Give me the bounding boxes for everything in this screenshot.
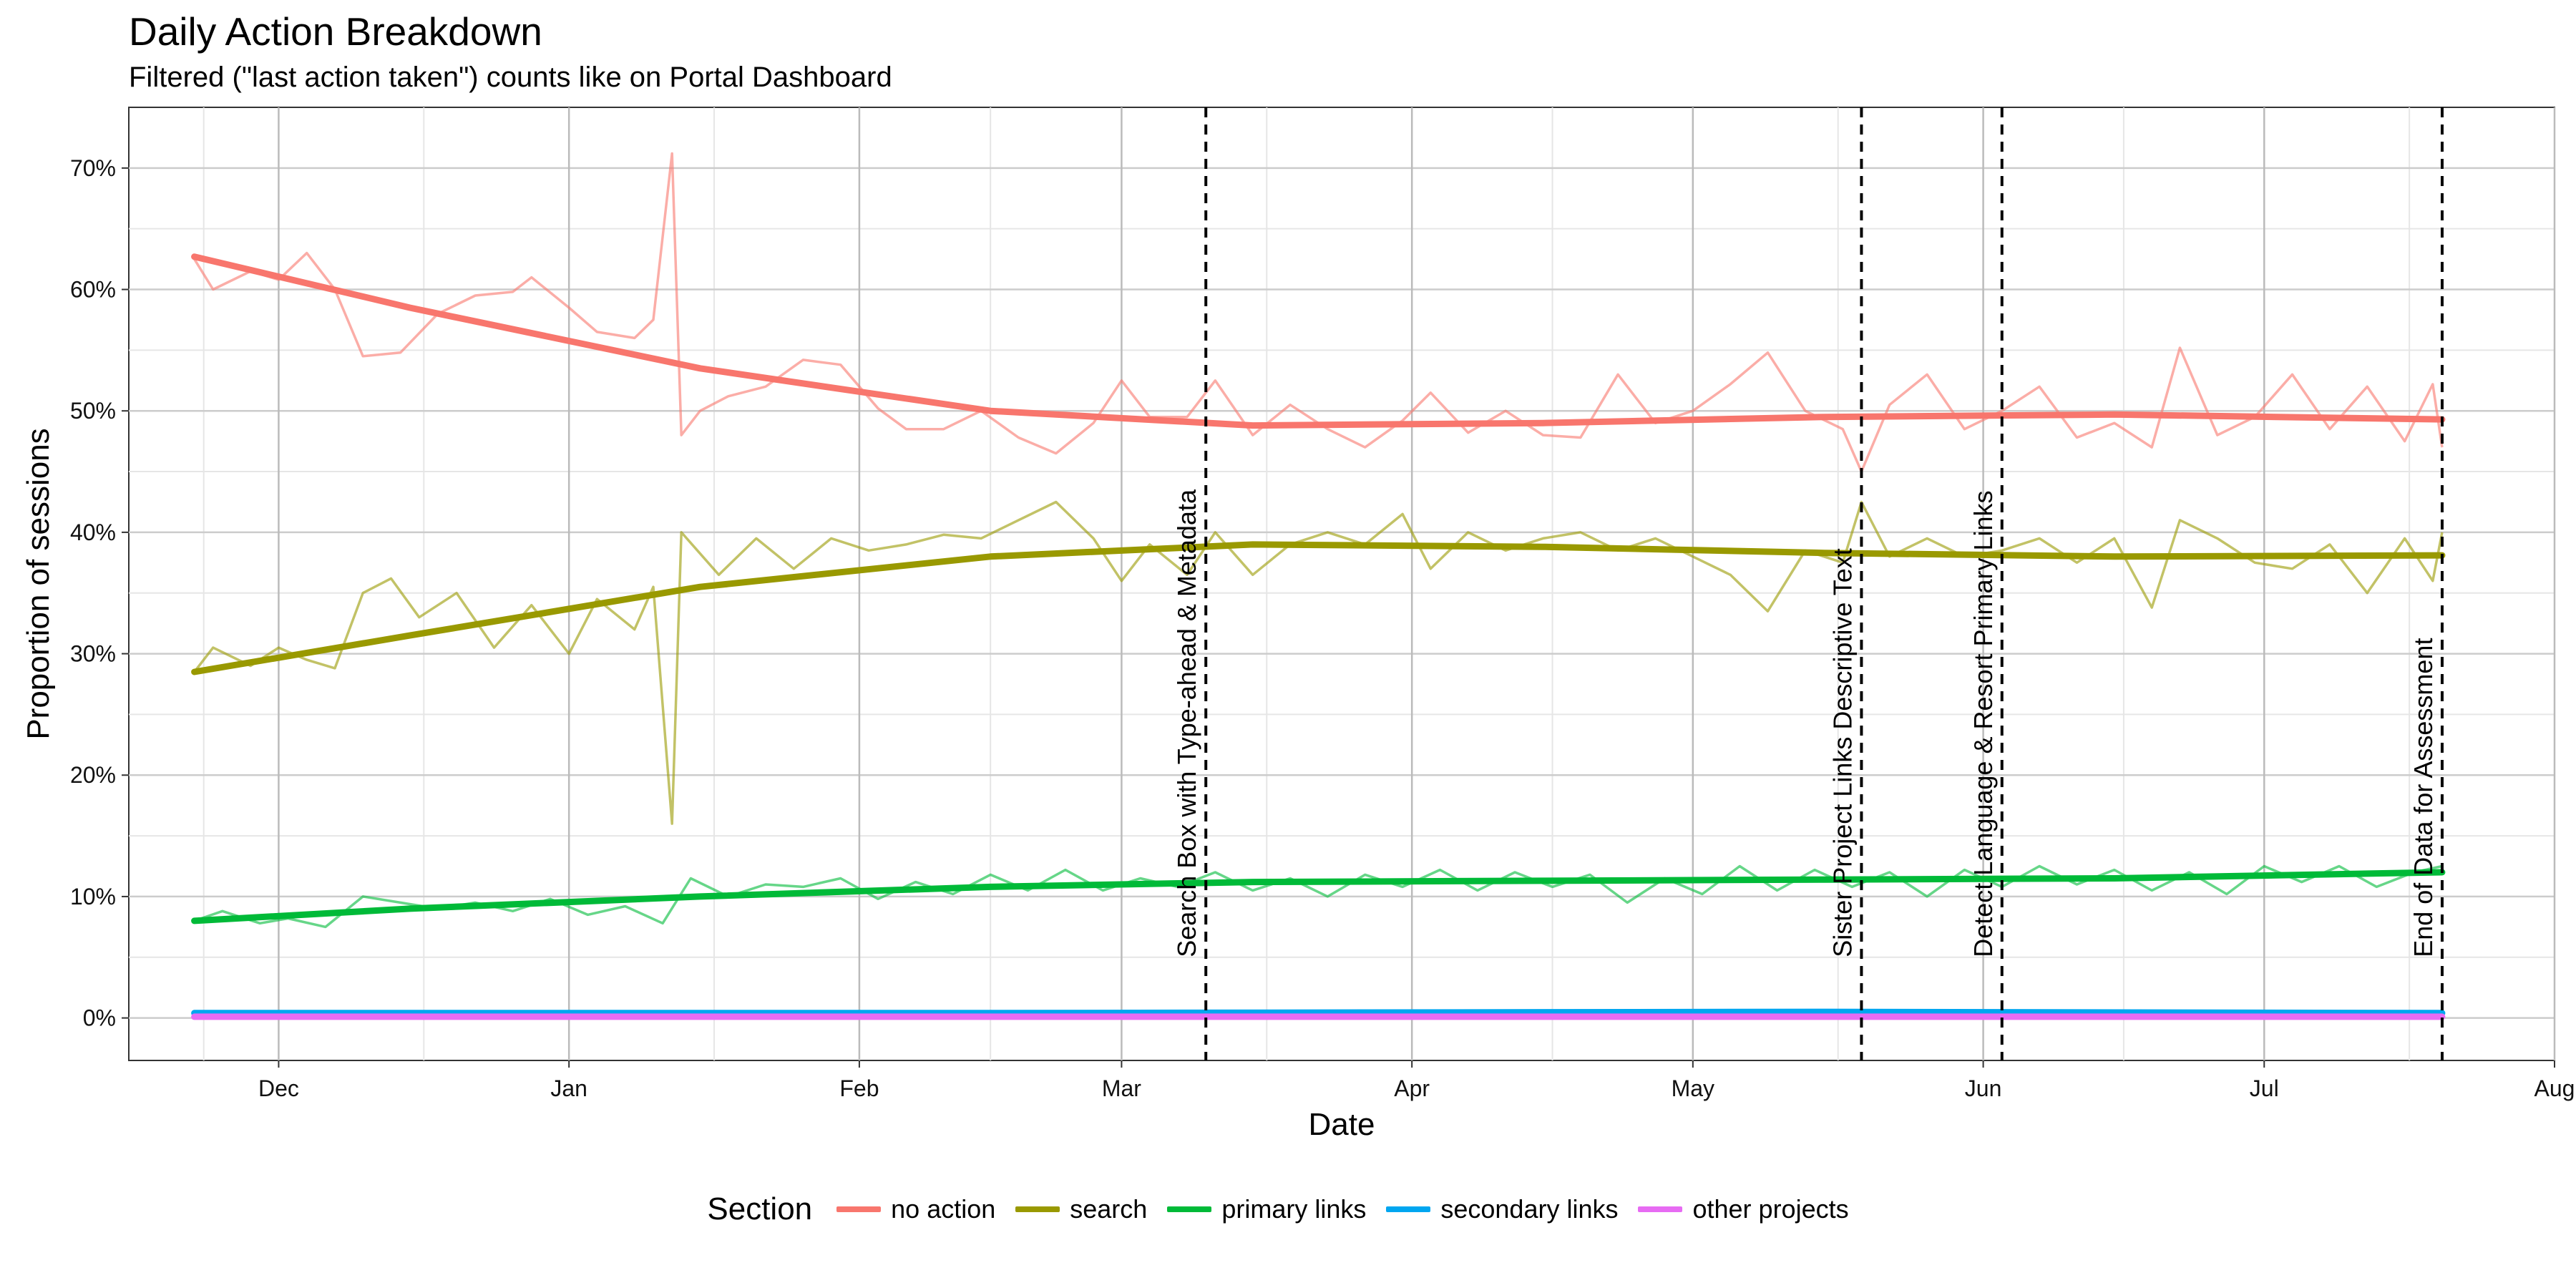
y-tick-label: 40%	[70, 519, 116, 545]
chart-subtitle: Filtered ("last action taken") counts li…	[129, 62, 892, 93]
y-tick-label: 70%	[70, 155, 116, 181]
legend-title: Section	[707, 1191, 813, 1226]
y-tick-label: 0%	[83, 1005, 116, 1031]
y-axis-title: Proportion of sessions	[21, 428, 56, 739]
x-tick-label: Aug	[2534, 1075, 2575, 1101]
legend-label: no action	[891, 1194, 996, 1224]
trend-line-search	[191, 541, 2446, 675]
legend-swatch	[1167, 1206, 1212, 1212]
x-tick-label: Dec	[258, 1075, 299, 1101]
axis-layer: 0% 10% 20% 30% 40% 50% 60% 70% Dec Jan Feb Mar Apr Ma…	[70, 155, 2575, 1101]
x-tick-label: Jan	[550, 1075, 587, 1101]
x-tick-label: Feb	[839, 1075, 879, 1101]
annotation-label: Search Box with Type-ahead & Metadata	[1172, 489, 1201, 957]
annotation-label: End of Data for Assessment	[2409, 638, 2438, 957]
x-tick-label: Apr	[1394, 1075, 1430, 1101]
legend-item-secondary-links: secondary links	[1386, 1194, 1618, 1224]
trend-line-secondary-links	[191, 1008, 2446, 1017]
legend-item-search: search	[1015, 1194, 1147, 1224]
legend: Section no action search primary links s…	[0, 1188, 2576, 1231]
trend-line-no-action	[191, 253, 2446, 429]
annotation-label: Detect Language & Resort Primary Links	[1968, 490, 1998, 957]
legend-item-other-projects: other projects	[1638, 1194, 1849, 1224]
y-tick-label: 60%	[70, 277, 116, 303]
x-tick-label: Mar	[1102, 1075, 1141, 1101]
annotation-label: Sister Project Links Descriptive Text	[1828, 548, 1857, 957]
x-tick-label: Jul	[2250, 1075, 2279, 1101]
legend-label: secondary links	[1440, 1194, 1619, 1224]
x-tick-label: Jun	[1965, 1075, 2002, 1101]
x-tick-label: May	[1672, 1075, 1714, 1101]
y-tick-label: 10%	[70, 884, 116, 909]
trend-line-primary-links	[191, 869, 2446, 924]
annotation-layer: Search Box with Type-ahead & Metadata Sis…	[1172, 107, 2444, 1060]
y-tick-label: 30%	[70, 641, 116, 667]
legend-item-no-action: no action	[836, 1194, 995, 1224]
y-tick-label: 20%	[70, 762, 116, 788]
legend-label: other projects	[1692, 1194, 1849, 1224]
x-axis-title: Date	[1309, 1107, 1375, 1142]
trend-series-layer	[191, 253, 2446, 1020]
legend-swatch	[1386, 1206, 1431, 1212]
legend-swatch	[1015, 1206, 1060, 1212]
legend-swatch	[836, 1206, 882, 1212]
plot-panel	[128, 107, 2555, 1061]
raw-line-no-action	[193, 152, 2444, 473]
legend-item-primary-links: primary links	[1167, 1194, 1366, 1224]
chart-title: Daily Action Breakdown	[129, 9, 542, 54]
legend-label: primary links	[1221, 1194, 1367, 1224]
y-tick-label: 50%	[70, 398, 116, 424]
legend-swatch	[1638, 1206, 1683, 1212]
legend-label: search	[1070, 1194, 1148, 1224]
